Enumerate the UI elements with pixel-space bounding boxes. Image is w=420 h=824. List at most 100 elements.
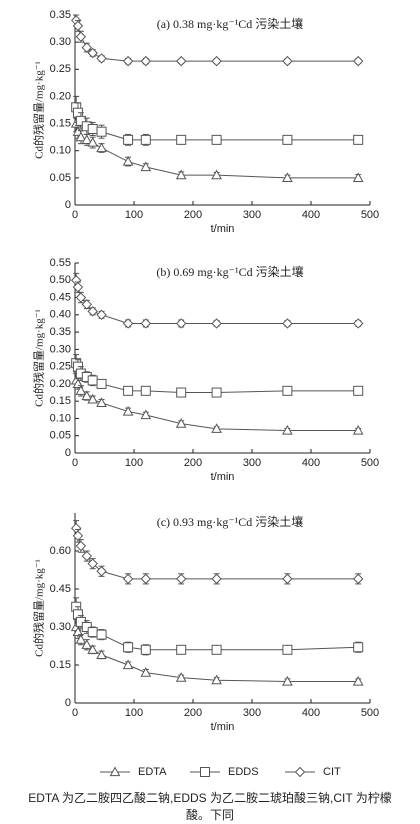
y-axis-label: Cd的残留量/mg·kg⁻¹ bbox=[32, 61, 46, 159]
marker bbox=[81, 390, 93, 401]
marker bbox=[140, 385, 151, 396]
x-tick-label: 200 bbox=[184, 707, 202, 719]
y-axis-label: Cd的残留量/mg·kg⁻¹ bbox=[32, 559, 46, 657]
x-tick-label: 500 bbox=[361, 209, 379, 221]
marker bbox=[211, 134, 222, 145]
marker bbox=[282, 385, 293, 396]
y-tick-label: 0.35 bbox=[50, 9, 71, 21]
series-line bbox=[75, 123, 359, 179]
marker bbox=[122, 573, 134, 585]
legend-label: EDDS bbox=[228, 766, 259, 778]
marker bbox=[75, 385, 87, 395]
marker bbox=[282, 425, 293, 435]
marker bbox=[211, 387, 222, 398]
marker bbox=[352, 318, 364, 329]
x-tick-label: 300 bbox=[243, 209, 261, 221]
x-tick-label: 400 bbox=[302, 457, 320, 469]
y-tick-label: 0.05 bbox=[50, 430, 71, 442]
marker bbox=[282, 134, 293, 145]
marker bbox=[96, 397, 107, 408]
marker bbox=[96, 309, 107, 321]
y-tick-label: 0.60 bbox=[50, 545, 71, 557]
marker bbox=[122, 659, 134, 670]
marker bbox=[75, 292, 87, 303]
y-tick-label: 0.30 bbox=[50, 36, 71, 48]
x-tick-label: 0 bbox=[72, 707, 78, 719]
legend-marker bbox=[200, 767, 210, 777]
marker bbox=[123, 385, 134, 396]
marker bbox=[87, 306, 98, 317]
y-tick-label: 0.30 bbox=[50, 621, 71, 633]
marker bbox=[87, 375, 98, 386]
marker bbox=[175, 55, 187, 67]
x-tick-label: 400 bbox=[302, 209, 320, 221]
y-tick-label: 0.30 bbox=[50, 343, 71, 355]
x-tick-label: 100 bbox=[125, 707, 143, 719]
y-tick-label: 0.15 bbox=[50, 117, 71, 129]
marker bbox=[96, 126, 107, 137]
x-tick-label: 0 bbox=[72, 209, 78, 221]
marker bbox=[282, 644, 293, 655]
x-tick-label: 100 bbox=[125, 209, 143, 221]
chart-title: (c) 0.93 mg·kg⁻¹Cd 污染土壤 bbox=[157, 514, 304, 529]
chart-title: (b) 0.69 mg·kg⁻¹Cd 污染土壤 bbox=[156, 264, 303, 279]
marker bbox=[282, 318, 293, 329]
chart-title: (a) 0.38 mg·kg⁻¹Cd 污染土壤 bbox=[157, 16, 304, 31]
marker bbox=[140, 55, 152, 67]
marker bbox=[211, 573, 222, 585]
legend-marker bbox=[294, 766, 306, 778]
marker bbox=[211, 318, 222, 329]
marker bbox=[96, 53, 107, 64]
y-tick-label: 0 bbox=[65, 447, 71, 459]
marker bbox=[81, 639, 93, 649]
marker bbox=[87, 644, 99, 654]
marker bbox=[81, 134, 93, 144]
y-tick-label: 0.15 bbox=[50, 395, 71, 407]
y-tick-label: 0 bbox=[65, 697, 71, 709]
x-axis-label: t/min bbox=[211, 721, 235, 733]
legend-marker bbox=[109, 766, 121, 777]
marker bbox=[353, 642, 364, 653]
marker bbox=[122, 318, 134, 329]
marker bbox=[72, 626, 84, 637]
marker bbox=[75, 31, 87, 42]
marker bbox=[123, 134, 134, 145]
x-axis-label: t/min bbox=[211, 471, 235, 483]
marker bbox=[96, 378, 107, 389]
marker bbox=[175, 418, 187, 428]
y-axis-label: Cd的残留量/mg·kg⁻¹ bbox=[32, 309, 46, 407]
marker bbox=[353, 385, 364, 396]
marker bbox=[352, 675, 364, 686]
x-tick-label: 500 bbox=[361, 457, 379, 469]
marker bbox=[123, 642, 134, 653]
marker bbox=[282, 55, 293, 67]
marker bbox=[75, 115, 86, 126]
marker bbox=[140, 134, 151, 145]
marker bbox=[211, 423, 222, 433]
marker bbox=[140, 161, 152, 172]
marker bbox=[70, 522, 82, 534]
marker bbox=[87, 137, 99, 147]
marker bbox=[96, 629, 107, 640]
marker bbox=[282, 573, 293, 585]
marker bbox=[176, 134, 187, 145]
marker bbox=[72, 20, 84, 32]
marker bbox=[211, 169, 222, 180]
marker bbox=[122, 156, 134, 166]
marker bbox=[282, 172, 293, 182]
marker bbox=[175, 318, 187, 329]
marker bbox=[352, 172, 364, 182]
marker bbox=[87, 393, 99, 404]
marker bbox=[87, 627, 98, 638]
x-tick-label: 200 bbox=[184, 457, 202, 469]
y-tick-label: 0.50 bbox=[50, 274, 71, 286]
y-tick-label: 0.25 bbox=[50, 63, 71, 75]
caption: EDTA 为乙二胺四乙酸二钠,EDDS 为乙二胺二琥珀酸三钠,CIT 为柠檬酸。… bbox=[28, 791, 392, 822]
y-tick-label: 0.25 bbox=[50, 361, 71, 373]
marker bbox=[140, 409, 152, 420]
marker bbox=[353, 134, 364, 145]
marker bbox=[175, 573, 187, 585]
marker bbox=[175, 169, 187, 180]
y-tick-label: 0.35 bbox=[50, 326, 71, 338]
